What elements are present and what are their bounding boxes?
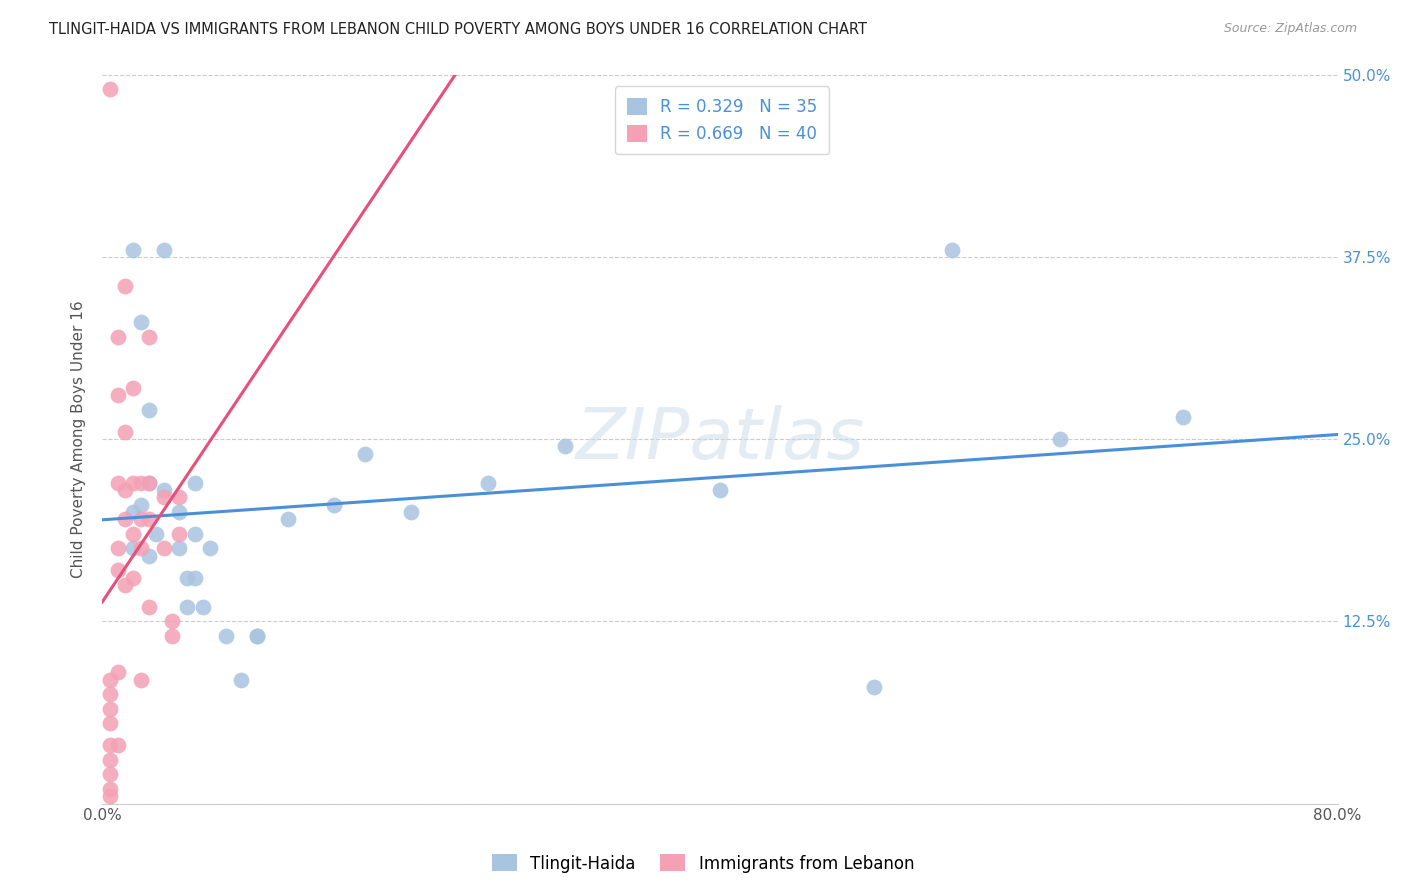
Point [191, 599, 214, 614]
Point [129, 315, 152, 329]
Point [554, 439, 576, 453]
Point [138, 512, 160, 526]
Point [107, 330, 129, 344]
Point [709, 483, 731, 497]
Point [107, 388, 129, 402]
Point [399, 505, 422, 519]
Point [477, 475, 499, 490]
Point [160, 629, 183, 643]
Point [184, 475, 207, 490]
Point [107, 665, 129, 680]
Point [122, 541, 145, 556]
Legend: Tlingit-Haida, Immigrants from Lebanon: Tlingit-Haida, Immigrants from Lebanon [485, 847, 921, 880]
Point [98, 753, 121, 767]
Point [114, 279, 136, 293]
Point [98, 767, 121, 781]
Point [1049, 432, 1071, 446]
Point [246, 629, 269, 643]
Point [200, 541, 222, 556]
Point [114, 483, 136, 497]
Point [129, 475, 152, 490]
Point [941, 243, 963, 257]
Point [98, 702, 121, 716]
Point [353, 447, 375, 461]
Point [122, 381, 145, 395]
Text: Source: ZipAtlas.com: Source: ZipAtlas.com [1223, 22, 1357, 36]
Point [153, 491, 176, 505]
Point [129, 498, 152, 512]
Y-axis label: Child Poverty Among Boys Under 16: Child Poverty Among Boys Under 16 [72, 301, 86, 578]
Point [138, 549, 160, 563]
Point [138, 475, 160, 490]
Point [129, 673, 152, 687]
Point [129, 512, 152, 526]
Point [98, 673, 121, 687]
Point [129, 541, 152, 556]
Point [176, 571, 198, 585]
Point [322, 498, 344, 512]
Point [231, 673, 253, 687]
Point [169, 526, 191, 541]
Point [138, 403, 160, 417]
Point [98, 687, 121, 701]
Point [153, 243, 176, 257]
Point [122, 526, 145, 541]
Point [176, 599, 198, 614]
Point [169, 505, 191, 519]
Point [122, 571, 145, 585]
Point [184, 526, 207, 541]
Legend: R = 0.329   N = 35, R = 0.669   N = 40: R = 0.329 N = 35, R = 0.669 N = 40 [614, 87, 830, 154]
Point [107, 739, 129, 753]
Point [114, 425, 136, 439]
Point [122, 243, 145, 257]
Point [98, 82, 121, 96]
Point [153, 541, 176, 556]
Point [138, 599, 160, 614]
Point [160, 615, 183, 629]
Point [276, 512, 298, 526]
Text: ZIPatlas: ZIPatlas [575, 405, 865, 474]
Point [107, 541, 129, 556]
Point [122, 505, 145, 519]
Point [138, 475, 160, 490]
Point [114, 578, 136, 592]
Point [98, 716, 121, 731]
Point [169, 491, 191, 505]
Point [107, 563, 129, 577]
Point [863, 680, 886, 694]
Point [153, 483, 176, 497]
Point [122, 475, 145, 490]
Point [246, 629, 269, 643]
Point [98, 782, 121, 797]
Point [107, 475, 129, 490]
Point [184, 571, 207, 585]
Point [169, 541, 191, 556]
Point [1173, 410, 1195, 425]
Point [98, 789, 121, 804]
Point [145, 526, 167, 541]
Point [138, 330, 160, 344]
Point [114, 512, 136, 526]
Point [98, 739, 121, 753]
Text: TLINGIT-HAIDA VS IMMIGRANTS FROM LEBANON CHILD POVERTY AMONG BOYS UNDER 16 CORRE: TLINGIT-HAIDA VS IMMIGRANTS FROM LEBANON… [49, 22, 868, 37]
Point [215, 629, 238, 643]
